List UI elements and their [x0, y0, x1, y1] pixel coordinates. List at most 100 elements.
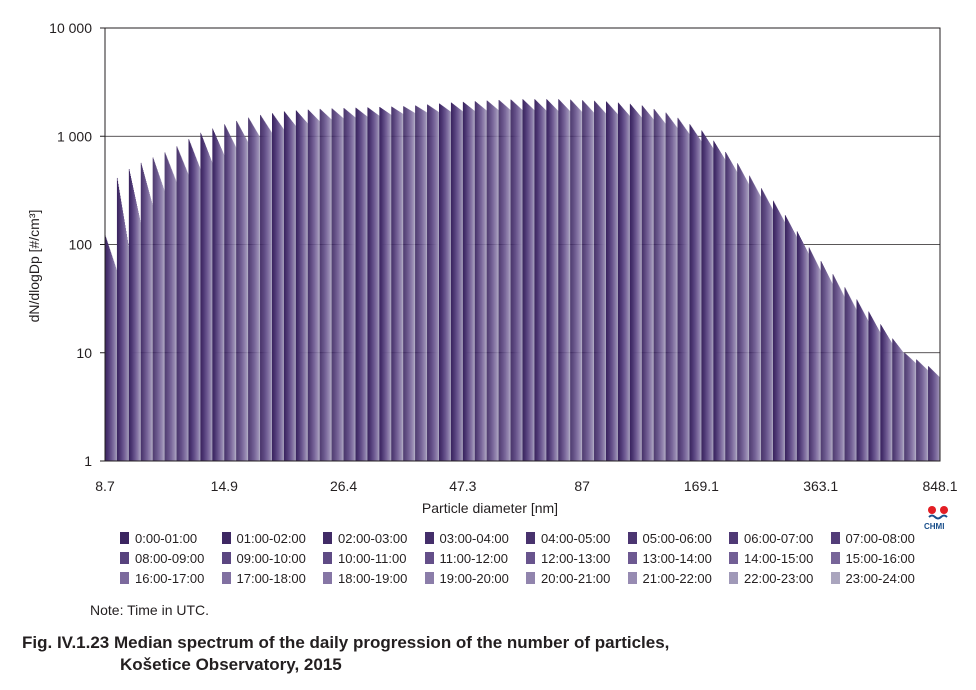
bar-bin20-series3 [345, 109, 346, 462]
bar-bin39-series16 [578, 108, 579, 461]
bar-bin68-series12 [922, 365, 923, 461]
bar-bin35-series22 [533, 109, 535, 461]
bar-bin22-series21 [377, 114, 379, 461]
bar-bin30-series0 [462, 101, 464, 462]
bar-bin69-series12 [934, 372, 935, 461]
bar-bin51-series22 [724, 158, 725, 462]
bar-bin65-series19 [889, 339, 891, 461]
bar-bin4-series0 [152, 157, 154, 461]
legend-item: 19:00-20:00 [424, 569, 509, 587]
bar-bin31-series20 [484, 109, 486, 462]
bar-bin35-series0 [522, 99, 524, 462]
bar-bin40-series19 [591, 110, 593, 461]
bar-bin2-series11 [134, 194, 135, 462]
bar-bin3-series6 [143, 173, 145, 462]
bar-bin23-series10 [384, 110, 385, 462]
bar-bin52-series23 [736, 172, 738, 461]
bar-bin30-series11 [468, 106, 469, 461]
bar-bin48-series9 [682, 124, 683, 462]
bar-bin10-series20 [234, 144, 235, 461]
bar-bin24-series4 [393, 107, 394, 462]
bar-bin8-series16 [208, 153, 210, 461]
bar-bin49-series13 [695, 133, 697, 461]
bar-bin20-series7 [347, 110, 348, 462]
bar-bin52-series21 [735, 170, 737, 461]
bar-bin39-series13 [576, 106, 578, 461]
bar-bin55-series10 [766, 197, 767, 461]
bar-bin67-series7 [907, 355, 909, 461]
bar-bin68-series16 [924, 367, 925, 461]
bar-bin54-series3 [750, 178, 752, 461]
bar-bin6-series7 [180, 154, 181, 461]
bar-bin12-series0 [248, 117, 249, 461]
bar-bin20-series1 [344, 108, 345, 462]
bar-bin18-series14 [326, 115, 328, 462]
bar-bin11-series22 [247, 141, 248, 461]
bar-bin4-series23 [164, 190, 165, 462]
bar-bin42-series12 [611, 108, 613, 461]
bar-bin67-series23 [915, 363, 917, 461]
bar-bin43-series4 [619, 104, 621, 461]
bar-bin53-series4 [739, 166, 740, 461]
bar-bin7-series22 [199, 167, 201, 462]
bar-bin20-series19 [353, 115, 354, 461]
bar-bin23-series21 [389, 114, 391, 462]
bar-bin54-series9 [753, 183, 755, 462]
bar-bin28-series8 [442, 106, 444, 461]
legend-swatch [526, 552, 535, 564]
bar-bin36-series12 [540, 105, 542, 462]
bar-bin8-series3 [201, 136, 203, 461]
bar-bin26-series14 [422, 109, 423, 461]
bar-bin55-series4 [763, 191, 764, 461]
bar-bin27-series9 [431, 107, 433, 462]
bar-bin39-series7 [573, 103, 575, 461]
bar-bin26-series5 [417, 106, 419, 462]
bar-bin3-series20 [150, 199, 152, 461]
bar-bin14-series19 [281, 126, 283, 462]
bar-bin5-series10 [169, 165, 171, 462]
bar-bin68-series23 [927, 370, 929, 461]
bar-bin15-series21 [294, 124, 296, 461]
bar-bin51-series10 [718, 148, 719, 461]
bar-bin0-series23 [116, 269, 118, 461]
bar-bin16-series5 [298, 113, 299, 461]
bar-bin2-series2 [129, 173, 131, 461]
bar-bin42-series19 [615, 111, 617, 461]
bar-bin56-series22 [783, 221, 785, 461]
bar-bin9-series12 [218, 142, 219, 462]
bar-bin24-series6 [394, 108, 395, 461]
bar-bin53-series6 [740, 168, 741, 461]
bar-bin19-series7 [335, 111, 336, 461]
bar-bin15-series0 [283, 111, 285, 461]
bar-bin20-series13 [350, 113, 351, 461]
bar-bin53-series14 [744, 176, 745, 461]
bar-bin48-series8 [681, 123, 683, 461]
legend-label: 12:00-13:00 [541, 550, 611, 566]
bar-bin27-series20 [437, 111, 438, 461]
bar-bin34-series4 [512, 101, 514, 461]
bar-bin47-series17 [674, 123, 675, 462]
bar-bin27-series7 [430, 106, 432, 462]
bar-bin25-series22 [414, 112, 415, 462]
bar-bin50-series19 [710, 145, 712, 461]
bar-bin28-series20 [448, 110, 450, 461]
bar-bin15-series13 [290, 119, 292, 461]
bar-bin31-series16 [482, 107, 484, 462]
bar-bin3-series9 [145, 179, 146, 461]
bar-bin64-series4 [870, 315, 872, 461]
bar-bin61-series22 [843, 295, 845, 461]
bar-bin40-series13 [588, 107, 590, 461]
bar-bin44-series15 [637, 112, 638, 461]
bar-bin60-series13 [827, 273, 828, 461]
bar-bin21-series12 [361, 112, 363, 461]
bar-bin28-series4 [440, 104, 442, 462]
bar-bin64-series8 [872, 318, 874, 461]
bar-bin58-series23 [808, 253, 809, 461]
bar-bin51-series0 [713, 140, 715, 462]
bar-bin25-series21 [413, 112, 415, 461]
bar-bin35-series13 [528, 105, 530, 461]
bar-bin46-series10 [658, 115, 660, 461]
bar-bin33-series20 [508, 108, 510, 461]
bar-bin22-series2 [368, 108, 370, 461]
bar-bin5-series3 [166, 156, 167, 461]
